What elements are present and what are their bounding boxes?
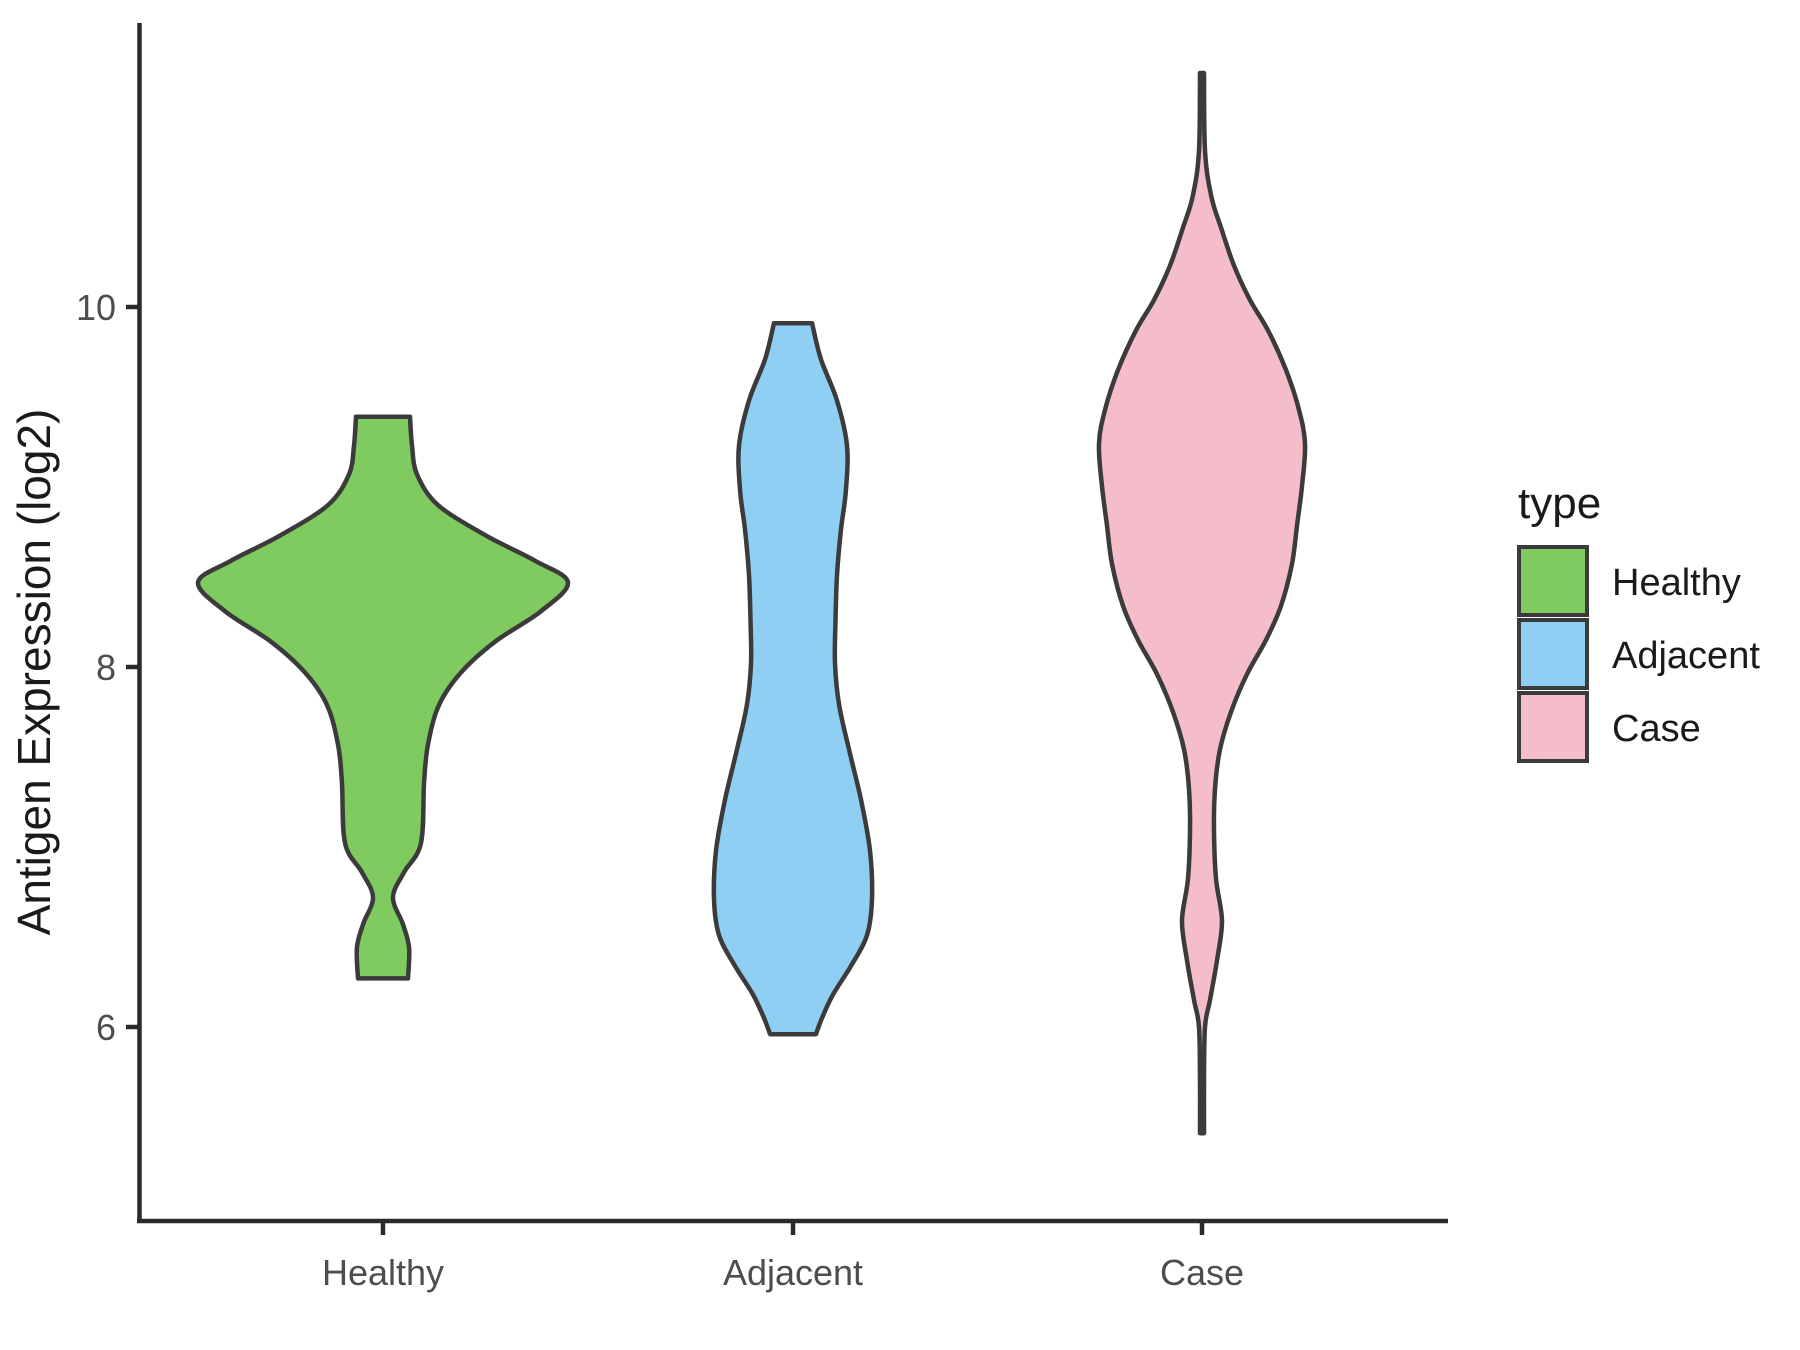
y-tick-label-6: 6 [96,1007,116,1048]
violin-adjacent [711,320,875,1037]
legend-swatch-adjacent [1517,618,1589,690]
y-tick-label-8: 8 [96,647,116,688]
x-tick-label-case: Case [1160,1252,1244,1293]
legend-label-healthy: Healthy [1612,562,1741,604]
violins-layer [195,70,1308,1136]
legend-swatch-healthy [1517,545,1589,617]
y-tick-marks [126,304,139,1030]
x-tick-label-healthy: Healthy [322,1252,444,1293]
violin-healthy [195,414,571,981]
x-tick-label-adjacent: Adjacent [723,1252,863,1293]
legend-label-case: Case [1612,708,1701,750]
violin-case [1096,70,1308,1136]
legend: type Healthy Adjacent Case [1517,479,1760,763]
y-tick-label-10: 10 [76,287,116,328]
y-axis-title: Antigen Expression (log2) [8,409,60,936]
x-tick-marks [380,1221,1205,1235]
legend-label-adjacent: Adjacent [1612,635,1760,677]
legend-title: type [1518,479,1601,528]
legend-swatch-case [1517,691,1589,763]
